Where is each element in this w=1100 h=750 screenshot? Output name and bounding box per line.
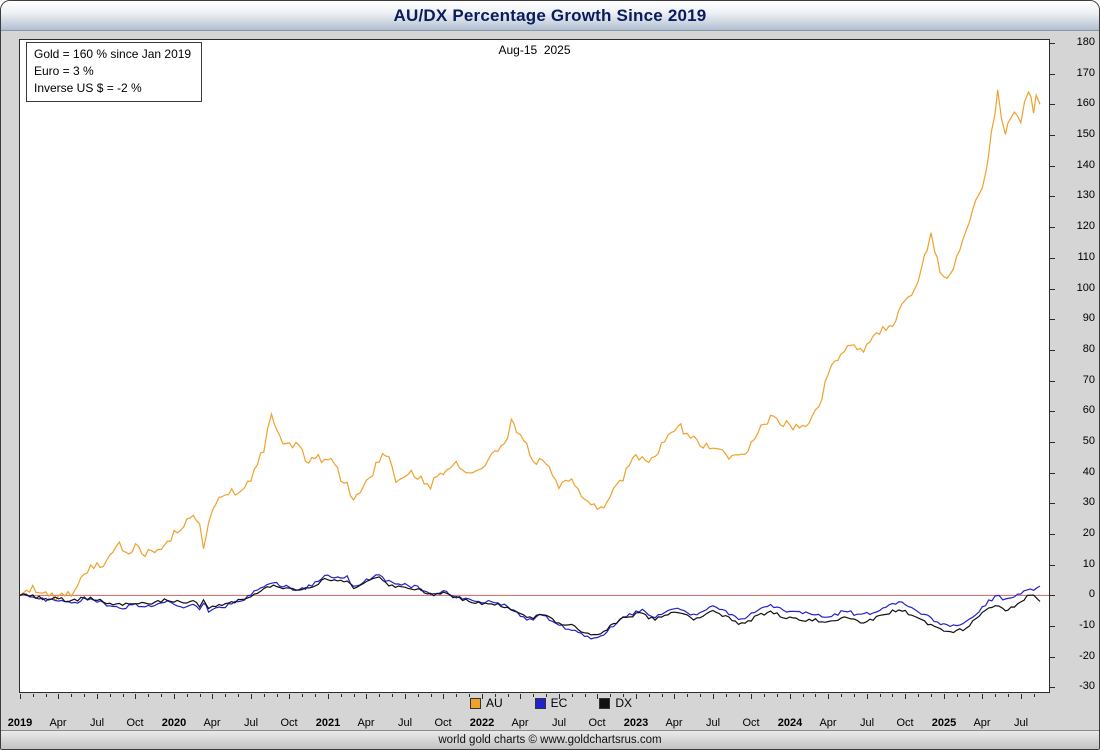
x-tick-label: Apr — [49, 717, 67, 729]
y-tick-mark — [1050, 258, 1055, 259]
x-tick-label: Jul — [705, 717, 721, 729]
y-tick-mark — [1050, 595, 1055, 596]
y-tick-label: 130 — [1076, 189, 1095, 201]
x-tick-label: Apr — [357, 717, 375, 729]
x-tick-label: 2023 — [623, 717, 649, 729]
x-tick-label: Oct — [896, 717, 914, 729]
y-tick-label: 120 — [1076, 220, 1095, 232]
y-tick-mark — [1050, 411, 1055, 412]
y-tick-mark — [1050, 503, 1055, 504]
legend-label-au: AU — [485, 696, 503, 710]
y-tick-mark — [1050, 534, 1055, 535]
y-tick-label: 20 — [1082, 527, 1095, 539]
dx-swatch-icon — [599, 697, 611, 709]
y-tick-label: 110 — [1077, 251, 1095, 263]
y-tick-label: 90 — [1082, 312, 1095, 324]
y-tick-label: -30 — [1079, 680, 1095, 692]
y-tick-label: 0 — [1088, 588, 1095, 600]
y-tick-label: -10 — [1079, 619, 1095, 631]
x-tick-label: Oct — [126, 717, 144, 729]
y-tick-mark — [1050, 74, 1055, 75]
y-tick-label: 180 — [1076, 36, 1095, 48]
y-tick-mark — [1050, 626, 1055, 627]
legend: AU EC DX — [1, 696, 1099, 710]
x-tick-label: Apr — [973, 717, 991, 729]
x-tick-label: 2022 — [469, 717, 495, 729]
x-tick-label: Jul — [1013, 717, 1029, 729]
y-tick-label: 80 — [1082, 343, 1095, 355]
y-tick-mark — [1050, 319, 1055, 320]
y-tick-mark — [1050, 687, 1055, 688]
footer-text: world gold charts © www.goldchartsrus.co… — [438, 734, 662, 746]
x-tick-label: Oct — [280, 717, 298, 729]
y-tick-label: 160 — [1076, 97, 1095, 109]
y-tick-label: 140 — [1076, 159, 1095, 171]
annotation-box: Gold = 160 % since Jan 2019 Euro = 3 % I… — [26, 42, 203, 103]
x-tick-label: Oct — [742, 717, 760, 729]
y-tick-mark — [1050, 43, 1055, 44]
y-tick-mark — [1050, 442, 1055, 443]
annotation-line-euro: Euro = 3 % — [34, 63, 94, 78]
x-tick-label: Oct — [434, 717, 452, 729]
legend-item-ec: EC — [534, 696, 568, 710]
x-tick-label: 2024 — [777, 717, 803, 729]
chart-title: AU/DX Percentage Growth Since 2019 — [393, 5, 707, 25]
footer-bar: world gold charts © www.goldchartsrus.co… — [1, 730, 1099, 749]
x-tick-label: Apr — [665, 717, 683, 729]
x-tick-label: Apr — [511, 717, 529, 729]
x-tick-label: Jul — [859, 717, 875, 729]
x-tick-label: Oct — [588, 717, 606, 729]
y-tick-mark — [1050, 350, 1055, 351]
legend-item-au: AU — [469, 696, 503, 710]
y-tick-label: 10 — [1082, 558, 1095, 570]
x-tick-label: Jul — [89, 717, 105, 729]
y-tick-label: -20 — [1079, 650, 1095, 662]
y-tick-label: 60 — [1082, 404, 1095, 416]
x-tick-label: Jul — [551, 717, 567, 729]
title-bar: AU/DX Percentage Growth Since 2019 — [1, 1, 1099, 31]
legend-item-dx: DX — [599, 696, 632, 710]
y-tick-mark — [1050, 135, 1055, 136]
y-tick-label: 30 — [1082, 496, 1095, 508]
y-tick-mark — [1050, 196, 1055, 197]
date-label: Aug-15 2025 — [498, 43, 571, 57]
x-tick-label: 2025 — [931, 717, 957, 729]
y-tick-label: 100 — [1076, 282, 1095, 294]
x-tick-label: Apr — [203, 717, 221, 729]
y-tick-mark — [1050, 227, 1055, 228]
y-tick-mark — [1050, 657, 1055, 658]
x-tick-label: Apr — [819, 717, 837, 729]
x-tick-label: 2019 — [7, 717, 33, 729]
x-tick-label: 2020 — [161, 717, 187, 729]
y-tick-mark — [1050, 166, 1055, 167]
legend-label-dx: DX — [615, 696, 632, 710]
y-tick-label: 150 — [1076, 128, 1095, 140]
x-tick-label: Jul — [397, 717, 413, 729]
y-tick-mark — [1050, 381, 1055, 382]
au-swatch-icon — [469, 697, 481, 709]
y-tick-label: 50 — [1082, 435, 1095, 447]
y-tick-mark — [1050, 565, 1055, 566]
annotation-line-usd: Inverse US $ = -2 % — [34, 80, 142, 95]
plot-area — [19, 39, 1050, 693]
y-tick-mark — [1050, 473, 1055, 474]
x-tick-label: 2021 — [315, 717, 341, 729]
y-tick-mark — [1050, 289, 1055, 290]
y-tick-mark — [1050, 104, 1055, 105]
y-tick-label: 70 — [1082, 374, 1095, 386]
legend-label-ec: EC — [550, 696, 568, 710]
y-tick-label: 170 — [1076, 67, 1095, 79]
y-tick-label: 40 — [1082, 466, 1095, 478]
x-tick-label: Jul — [243, 717, 259, 729]
chart-canvas — [20, 89, 1049, 640]
annotation-line-gold: Gold = 160 % since Jan 2019 — [34, 47, 192, 61]
ec-swatch-icon — [534, 697, 546, 709]
